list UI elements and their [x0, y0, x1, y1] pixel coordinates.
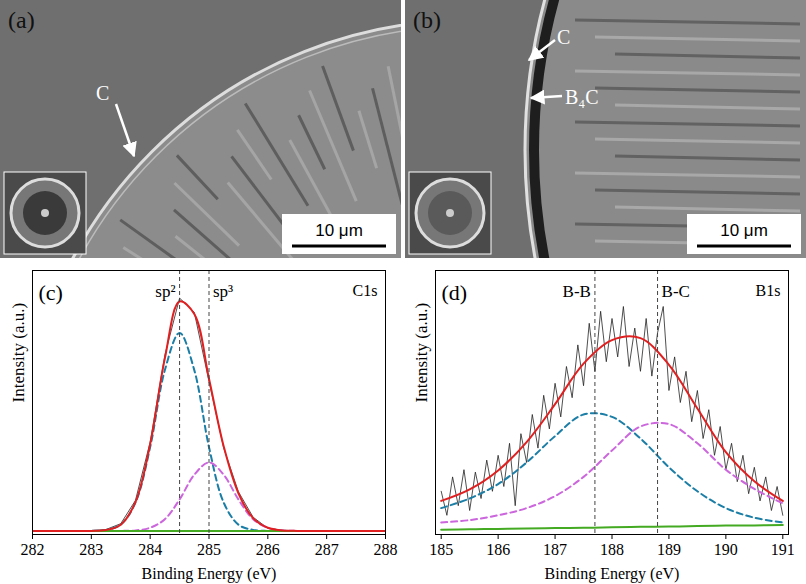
svg-text:(d): (d): [442, 280, 468, 305]
svg-text:C: C: [96, 82, 109, 104]
svg-text:186: 186: [486, 541, 510, 558]
svg-text:288: 288: [374, 541, 398, 558]
svg-text:(a): (a): [8, 7, 35, 33]
svg-text:190: 190: [714, 541, 738, 558]
svg-text:189: 189: [657, 541, 681, 558]
svg-text:187: 187: [543, 541, 567, 558]
svg-text:Binding Energy (eV): Binding Energy (eV): [142, 565, 277, 583]
svg-text:185: 185: [429, 541, 453, 558]
svg-text:283: 283: [79, 541, 103, 558]
svg-text:10 μm: 10 μm: [720, 221, 768, 240]
svg-text:282: 282: [21, 541, 45, 558]
svg-text:Intensity (a.u.): Intensity (a.u.): [412, 303, 431, 403]
svg-text:B1s: B1s: [756, 282, 781, 299]
svg-text:Intensity (a.u.): Intensity (a.u.): [9, 303, 28, 403]
svg-text:10 μm: 10 μm: [315, 221, 363, 240]
svg-text:sp²: sp²: [155, 282, 175, 301]
svg-text:(c): (c): [39, 280, 63, 305]
svg-text:284: 284: [138, 541, 162, 558]
svg-text:sp³: sp³: [213, 282, 233, 301]
svg-text:C1s: C1s: [353, 282, 378, 299]
svg-text:Binding Energy (eV): Binding Energy (eV): [545, 565, 680, 583]
svg-text:188: 188: [600, 541, 624, 558]
svg-text:C: C: [557, 26, 570, 48]
svg-text:285: 285: [197, 541, 221, 558]
svg-text:(b): (b): [413, 7, 441, 33]
svg-text:B-C: B-C: [662, 282, 690, 301]
svg-text:B-B: B-B: [563, 282, 591, 301]
svg-text:286: 286: [256, 541, 280, 558]
svg-text:B₄C: B₄C: [565, 86, 599, 108]
svg-text:287: 287: [315, 541, 339, 558]
svg-text:191: 191: [771, 541, 795, 558]
